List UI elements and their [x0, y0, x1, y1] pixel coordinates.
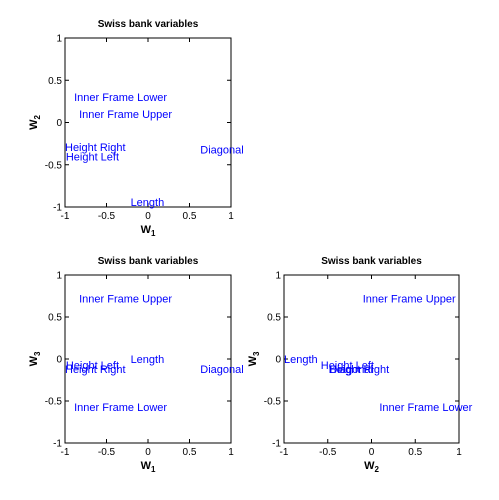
x-axis-label-sub: 1: [151, 229, 156, 238]
y-axis-label: W3: [247, 351, 261, 366]
y-axis-label-sub: 3: [33, 351, 42, 356]
panel-1: Swiss bank variables -1 -0.5 0 0.5 1 -1 -0.5 0 0.…: [28, 19, 244, 238]
x-tick-label: -1: [61, 211, 70, 222]
x-tick-label: -0.5: [98, 211, 116, 222]
y-axis-label: W2: [28, 115, 42, 130]
point-label-inner-frame-lower: Inner Frame Lower: [74, 402, 167, 414]
x-tick-label: 0: [369, 447, 375, 458]
point-label-inner-frame-upper: Inner Frame Upper: [363, 294, 456, 306]
chart-title: Swiss bank variables: [321, 256, 422, 267]
y-tick-label: -1: [272, 439, 281, 450]
x-tick-label: 0: [145, 211, 151, 222]
point-label-height-right: Height Right: [65, 142, 126, 154]
x-tick-label: 0: [145, 447, 151, 458]
y-axis-label-base: W: [247, 355, 259, 366]
x-axis-label: W1: [141, 460, 156, 474]
point-label-height-left: Height Left: [66, 151, 119, 163]
x-tick-label: -0.5: [319, 447, 337, 458]
chart-title: Swiss bank variables: [98, 19, 199, 30]
x-tick-label: -1: [280, 447, 289, 458]
y-tick-label: 0.5: [267, 313, 281, 324]
x-tick-label: 1: [228, 211, 234, 222]
y-tick-label: 0.5: [48, 313, 62, 324]
point-label-diagonal: Diagonal: [200, 364, 243, 376]
x-axis-label: W1: [141, 224, 156, 238]
y-axis-label-base: W: [28, 119, 40, 130]
point-label-inner-frame-upper: Inner Frame Upper: [79, 294, 172, 306]
y-tick-label: -1: [53, 439, 62, 450]
point-label-inner-frame-lower: Inner Frame Lower: [379, 402, 472, 414]
y-axis-label-sub: 2: [33, 115, 42, 120]
point-label-height-right: Height Right: [65, 364, 126, 376]
x-tick-label: -0.5: [98, 447, 116, 458]
point-label-diagonal: Diagonal: [200, 145, 243, 157]
x-axis-label-base: W: [141, 224, 152, 236]
x-axis-label: W2: [364, 460, 379, 474]
x-axis-label-sub: 2: [374, 465, 379, 474]
chart-title: Swiss bank variables: [98, 256, 199, 267]
x-tick-label: 1: [228, 447, 234, 458]
x-tick-label: 0.5: [408, 447, 422, 458]
y-tick-label: -0.5: [45, 397, 63, 408]
point-label-length: Length: [131, 354, 165, 366]
y-tick-label: 0: [56, 355, 62, 366]
x-tick-label: 0.5: [183, 447, 197, 458]
y-tick-label: 1: [275, 271, 281, 282]
point-label-height-left: Height Left: [66, 360, 119, 372]
y-tick-label: 0: [56, 118, 62, 129]
y-tick-label: 1: [56, 34, 62, 45]
y-axis-label: W3: [28, 351, 42, 366]
point-label-inner-frame-lower: Inner Frame Lower: [74, 92, 167, 104]
x-tick-label: 0.5: [183, 211, 197, 222]
point-label-diagonal: Diagonal: [330, 364, 373, 376]
panel-3: Swiss bank variables -1 -0.5 0 0.5 1 -1 -0.5 0 0.…: [247, 256, 473, 474]
point-label-height-right: Height Right: [329, 364, 390, 376]
y-tick-label: 0.5: [48, 76, 62, 87]
x-axis-label-sub: 1: [151, 465, 156, 474]
point-label-inner-frame-upper: Inner Frame Upper: [79, 109, 172, 121]
y-tick-label: -0.5: [264, 397, 282, 408]
x-tick-label: -1: [61, 447, 70, 458]
x-axis-label-base: W: [141, 460, 152, 472]
x-axis-label-base: W: [364, 460, 375, 472]
point-label-length: Length: [131, 197, 165, 209]
plot-frame: [64, 37, 232, 208]
point-label-height-left: Height Left: [321, 360, 374, 372]
y-tick-label: 0: [275, 355, 281, 366]
x-tick-label: 1: [456, 447, 462, 458]
y-tick-label: 1: [56, 271, 62, 282]
y-axis-label-base: W: [28, 355, 40, 366]
y-tick-label: -0.5: [45, 160, 63, 171]
y-tick-label: -1: [53, 203, 62, 214]
point-label-length: Length: [284, 354, 318, 366]
y-axis-label-sub: 3: [252, 351, 261, 356]
panel-2: Swiss bank variables -1 -0.5 0 0.5 1 -1 -0.5 0 0.…: [28, 256, 244, 474]
